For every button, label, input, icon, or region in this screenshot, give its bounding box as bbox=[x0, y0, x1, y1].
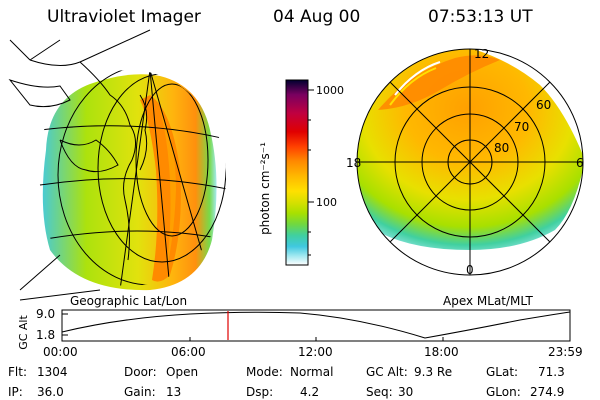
colorbar-tick-1000: 1000 bbox=[316, 84, 344, 97]
mlat-mlt-grid bbox=[356, 48, 584, 276]
time-tick-0000: 00:00 bbox=[43, 345, 78, 359]
mode-value: Normal bbox=[290, 365, 334, 379]
altitude-axis-ticks bbox=[62, 313, 444, 341]
mlt-label-top: 12 bbox=[474, 47, 490, 61]
instrument-title: Ultraviolet Imager bbox=[47, 7, 201, 27]
ip-label: IP: bbox=[8, 385, 23, 399]
mlt-label-right: 6 bbox=[576, 156, 584, 170]
colorbar-unit-label: photon cm⁻²s⁻¹ bbox=[257, 142, 272, 235]
dsp-label: Dsp: bbox=[246, 385, 274, 399]
mode-label: Mode: bbox=[246, 365, 283, 379]
glat-label: GLat: bbox=[486, 365, 519, 379]
door-label: Door: bbox=[124, 365, 157, 379]
color-scale-ticks bbox=[308, 89, 314, 256]
mlt-label-left: 18 bbox=[346, 156, 362, 170]
apex-panel-label: Apex MLat/MLT bbox=[443, 294, 533, 308]
flt-label: Flt: bbox=[8, 365, 27, 379]
glon-label: GLon: bbox=[486, 385, 521, 399]
mlat-label-70: 70 bbox=[514, 120, 530, 134]
glon-value: 274.9 bbox=[530, 385, 565, 399]
gcalt-value: 9.3 Re bbox=[414, 365, 453, 379]
mlt-label-bottom: 0 bbox=[466, 263, 474, 277]
image-date: 04 Aug 00 bbox=[273, 7, 361, 27]
gain-label: Gain: bbox=[124, 385, 156, 399]
geographic-panel-label: Geographic Lat/Lon bbox=[70, 294, 188, 308]
time-tick-1800: 18:00 bbox=[424, 345, 459, 359]
time-tick-2359: 23:59 bbox=[548, 345, 583, 359]
mlat-label-80: 80 bbox=[494, 141, 510, 155]
time-tick-1200: 12:00 bbox=[298, 345, 333, 359]
seq-label: Seq: bbox=[366, 385, 393, 399]
color-scale-bar bbox=[285, 79, 309, 266]
door-value: Open bbox=[166, 365, 199, 379]
colorbar-tick-100: 100 bbox=[316, 196, 337, 209]
coastlines bbox=[8, 29, 151, 301]
flt-value: 1304 bbox=[37, 365, 68, 379]
altitude-plot-frame bbox=[61, 309, 571, 342]
gain-value: 13 bbox=[166, 385, 182, 399]
glat-value: 71.3 bbox=[538, 365, 565, 379]
dsp-value: 4.2 bbox=[300, 385, 320, 399]
ip-value: 36.0 bbox=[37, 385, 64, 399]
mlat-label-60: 60 bbox=[536, 98, 552, 112]
apex-image bbox=[356, 48, 584, 276]
altitude-ytick-max: 9.0 bbox=[36, 307, 56, 321]
altitude-curve bbox=[61, 311, 571, 339]
altitude-ylabel: GC Alt bbox=[16, 315, 30, 350]
seq-value: 30 bbox=[398, 385, 414, 399]
time-tick-0600: 06:00 bbox=[171, 345, 206, 359]
image-time: 07:53:13 UT bbox=[428, 7, 533, 27]
geographic-image bbox=[8, 29, 226, 301]
altitude-ytick-min: 1.8 bbox=[36, 328, 56, 342]
gcalt-label: GC Alt: bbox=[366, 365, 408, 379]
